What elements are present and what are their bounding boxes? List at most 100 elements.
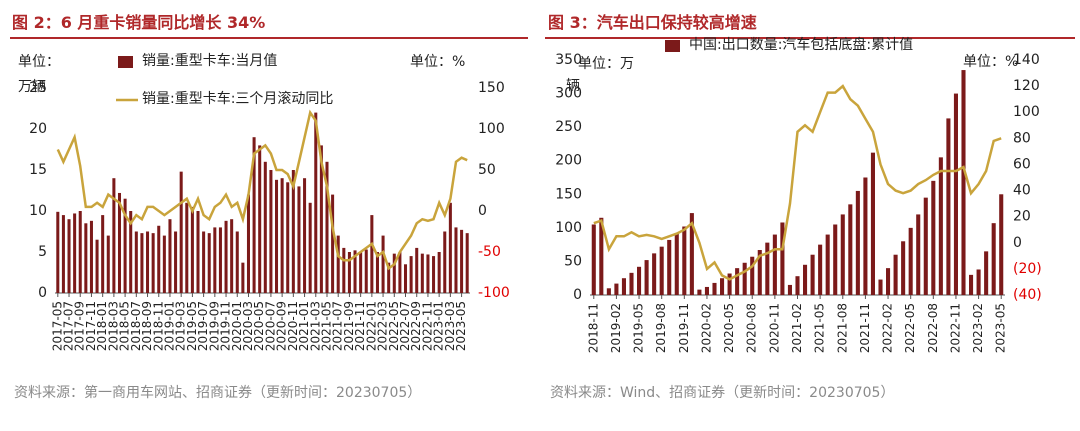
- x-tick-label: 2021-05: [319, 301, 333, 351]
- bar: [916, 214, 921, 295]
- bar: [146, 231, 150, 293]
- bar: [297, 186, 301, 293]
- bar: [78, 211, 82, 293]
- bar: [314, 112, 318, 293]
- x-tick-label: 2018-03: [106, 301, 120, 351]
- x-tick-label: 2018-01: [95, 301, 109, 351]
- x-tick-label: 2021-03: [308, 301, 322, 351]
- x-tick-label: 2022-08: [926, 303, 940, 353]
- y-unit: 辆: [566, 78, 580, 94]
- x-tick-label: 2017-07: [62, 301, 76, 351]
- x-tick-label: 2021-05: [813, 303, 827, 353]
- bar: [73, 213, 77, 293]
- bar: [375, 252, 379, 293]
- bar: [946, 118, 951, 296]
- bar: [652, 253, 657, 295]
- x-tick-label: 2022-02: [881, 303, 895, 353]
- y-unit: 万辆: [18, 79, 46, 95]
- bar: [961, 70, 966, 295]
- bar: [134, 231, 138, 293]
- x-tick-label: 2019-02: [609, 303, 623, 353]
- bar: [682, 226, 687, 295]
- y-tick-label: 10: [29, 203, 47, 219]
- bar: [803, 264, 808, 295]
- bar: [437, 252, 441, 293]
- y-tick-label: 0: [573, 287, 582, 303]
- bar: [448, 202, 452, 293]
- x-tick-label: 2021-01: [297, 301, 311, 351]
- x-tick-label: 2020-03: [241, 301, 255, 351]
- bar: [403, 264, 408, 293]
- bar: [202, 231, 206, 293]
- bar: [95, 239, 99, 293]
- bar: [606, 288, 611, 295]
- bar: [704, 286, 709, 295]
- bar: [207, 233, 211, 293]
- bar: [991, 223, 996, 295]
- y2-tick-label: 80: [1013, 130, 1031, 146]
- bar: [67, 219, 71, 293]
- x-tick-label: 2020-09: [275, 301, 289, 351]
- x-tick-label: 2021-11: [353, 301, 367, 351]
- x-tick-label: 2020-11: [286, 301, 300, 351]
- bar: [381, 235, 385, 293]
- bar: [162, 235, 166, 293]
- x-tick-label: 2018-09: [140, 301, 154, 351]
- bar: [757, 250, 762, 295]
- bar: [591, 224, 596, 295]
- x-tick-label: 2019-09: [207, 301, 221, 351]
- x-tick-label: 2023-01: [432, 301, 446, 351]
- bar: [712, 282, 717, 295]
- y2-tick-label: 100: [478, 121, 505, 137]
- bar: [878, 279, 883, 295]
- legend-label: 销量:重型卡车:三个月滚动同比: [142, 91, 334, 107]
- y-tick-label: 300: [555, 86, 582, 102]
- bar: [213, 227, 217, 293]
- y-tick-label: 5: [38, 244, 47, 260]
- x-tick-label: 2019-03: [174, 301, 188, 351]
- bar: [353, 250, 357, 293]
- bar: [893, 254, 898, 295]
- bar: [291, 170, 295, 293]
- x-tick-label: 2023-05: [994, 303, 1008, 353]
- x-tick-label: 2019-07: [196, 301, 210, 351]
- bar: [151, 233, 155, 293]
- x-tick-label: 2019-11: [219, 301, 233, 351]
- bar: [56, 211, 60, 293]
- x-tick-label: 2022-01: [364, 301, 378, 351]
- x-tick-label: 2020-07: [263, 301, 277, 351]
- legend-label: 中国:出口数量:汽车包括底盘:累计值: [689, 37, 914, 53]
- bar: [61, 215, 65, 293]
- bar: [280, 178, 284, 293]
- x-tick-label: 2020-05: [252, 301, 266, 351]
- bar: [689, 213, 694, 295]
- x-tick-label: 2022-09: [409, 301, 423, 351]
- bar: [263, 161, 267, 293]
- bar: [735, 268, 740, 295]
- bar: [269, 170, 273, 293]
- x-tick-label: 2019-08: [654, 303, 668, 353]
- bar: [644, 260, 649, 295]
- x-tick-label: 2023-05: [454, 301, 468, 351]
- bar: [720, 278, 725, 295]
- bar: [117, 192, 122, 293]
- bar: [621, 278, 626, 295]
- y-unit: 单位：万: [578, 56, 634, 72]
- x-tick-label: 2019-11: [677, 303, 691, 353]
- bar: [218, 227, 222, 293]
- x-tick-label: 2020-01: [230, 301, 244, 351]
- bar: [697, 289, 702, 295]
- y-tick-label: 50: [564, 253, 582, 269]
- x-tick-label: 2021-08: [835, 303, 849, 353]
- x-tick-label: 2021-02: [790, 303, 804, 353]
- y-tick-label: 15: [29, 162, 47, 178]
- y-tick-label: 100: [555, 220, 582, 236]
- y-tick-label: 0: [38, 285, 47, 301]
- bar: [938, 157, 943, 295]
- y2-unit: 单位：%: [963, 54, 1018, 70]
- bar: [168, 219, 172, 293]
- bar: [674, 233, 679, 295]
- x-tick-label: 2021-11: [858, 303, 872, 353]
